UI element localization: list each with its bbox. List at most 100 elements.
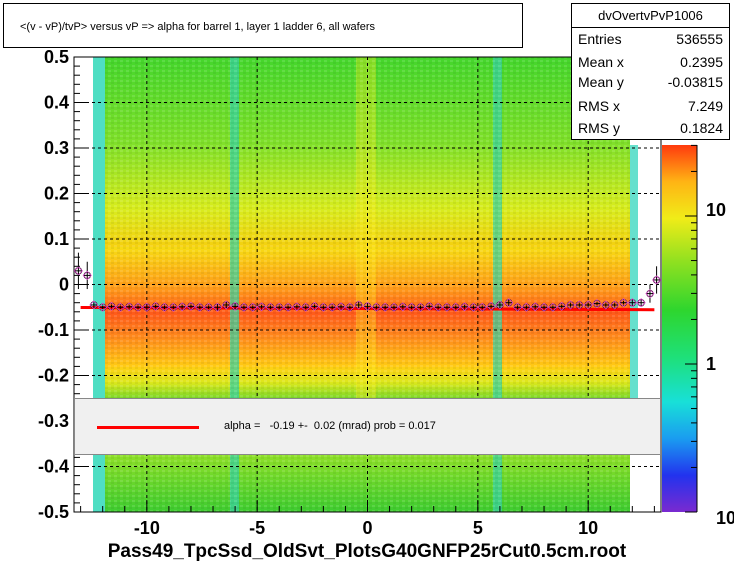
profile-diamond (133, 302, 143, 312)
profile-point (328, 303, 336, 311)
profile-point (566, 301, 575, 309)
profile-diamond (168, 302, 178, 312)
chart-title: <(v - vP)/tvP> versus vP => alpha for ba… (20, 21, 376, 33)
profile-diamond (601, 300, 611, 310)
profile-diamond (512, 302, 523, 312)
profile-point (469, 303, 478, 311)
profile-point (222, 301, 230, 309)
profile-point (443, 303, 451, 311)
profile-diamond (380, 302, 390, 312)
profile-diamond (212, 302, 223, 312)
profile-point (74, 267, 83, 275)
profile-point (593, 299, 601, 308)
profile-point (602, 301, 610, 309)
profile-diamond (433, 302, 443, 312)
profile-point (610, 301, 619, 309)
profile-diamond (618, 298, 629, 308)
title-box: <(v - vP)/tvP> versus vP => alpha for ba… (3, 3, 523, 48)
y-tick-label: -0.1 (38, 320, 69, 340)
profile-diamond (610, 300, 620, 310)
profile-diamond (486, 301, 496, 311)
profile-diamond (186, 301, 196, 311)
profile-diamond (159, 302, 170, 312)
profile-diamond (592, 299, 602, 309)
profile-diamond (477, 302, 487, 312)
profile-point (390, 303, 398, 311)
profile-diamond (652, 275, 662, 285)
profile-point (652, 276, 661, 284)
profile-diamond (257, 302, 267, 312)
profile-diamond (539, 302, 549, 312)
profile-point (310, 302, 319, 311)
stats-value: 7.249 (687, 98, 723, 114)
profile-diamond (398, 302, 408, 312)
profile-point (240, 303, 248, 311)
profile-point (90, 301, 98, 309)
profile-point (434, 303, 442, 311)
profile-point (213, 303, 222, 311)
profile-points (73, 252, 662, 312)
profile-diamond (583, 300, 593, 310)
profile-point (302, 303, 310, 311)
profile-point (372, 303, 381, 311)
stats-row-rms-y: RMS y 0.1824 (578, 120, 723, 142)
profile-point (143, 303, 151, 311)
profile-diamond (521, 302, 531, 312)
profile-point (187, 302, 195, 311)
stats-title: dvOvertvPvP1006 (598, 8, 703, 23)
profile-point (540, 303, 548, 311)
profile-point (452, 303, 460, 311)
stats-row-entries: Entries 536555 (578, 31, 723, 53)
profile-diamond (265, 302, 275, 312)
profile-diamond (230, 301, 240, 311)
profile-diamond (195, 302, 205, 312)
profile-diamond (73, 266, 83, 276)
profile-diamond (415, 302, 426, 312)
profile-diamond (354, 300, 364, 310)
profile-point (116, 303, 125, 311)
profile-diamond (177, 302, 187, 312)
x-tick-label: -10 (134, 518, 160, 538)
profile-point (637, 299, 645, 307)
profile-point (98, 303, 107, 311)
profile-diamond (451, 302, 461, 312)
profile-point (284, 303, 292, 311)
x-axis: -10 -5 0 5 10 (80, 500, 655, 538)
profile-point (293, 303, 301, 311)
profile-diamond (82, 270, 92, 280)
stats-label: RMS y (578, 120, 620, 136)
profile-point (575, 301, 584, 309)
palette-label-10-top: 10 (706, 200, 726, 220)
y-tick-label: 0.4 (44, 93, 69, 113)
y-tick-label: -0.2 (38, 366, 69, 386)
profile-point (204, 303, 213, 311)
fit-legend-line (97, 426, 199, 429)
profile-diamond (460, 302, 470, 312)
profile-diamond (504, 298, 514, 308)
x-axis-title: Pass49_TpcSsd_OldSvt_PlotsG40GNFP25rCut0… (107, 541, 627, 562)
profile-point (425, 302, 433, 311)
profile-point (346, 303, 354, 311)
profile-point (460, 303, 469, 311)
profile-point (151, 302, 160, 311)
stats-row-rms-x: RMS x 7.249 (578, 98, 723, 120)
profile-point (337, 303, 345, 311)
profile-diamond (301, 302, 311, 312)
profile-diamond (292, 302, 302, 312)
color-palette (662, 145, 697, 512)
profile-diamond (336, 302, 346, 312)
y-tick-label: -0.3 (38, 411, 69, 431)
profile-point (319, 303, 328, 311)
profile-point (107, 302, 116, 311)
profile-diamond (362, 301, 373, 311)
profile-point (487, 302, 495, 311)
profile-point (381, 303, 389, 311)
y-tick-label: 0.2 (44, 184, 69, 204)
profile-diamond (309, 301, 320, 311)
profile-point (196, 303, 204, 311)
profile-diamond (636, 298, 646, 308)
profile-diamond (89, 300, 99, 310)
profile-point (125, 303, 133, 311)
stats-box: dvOvertvPvP1006 Entries 536555 Mean x 0.… (571, 3, 730, 140)
stats-value: 0.2395 (680, 54, 723, 70)
